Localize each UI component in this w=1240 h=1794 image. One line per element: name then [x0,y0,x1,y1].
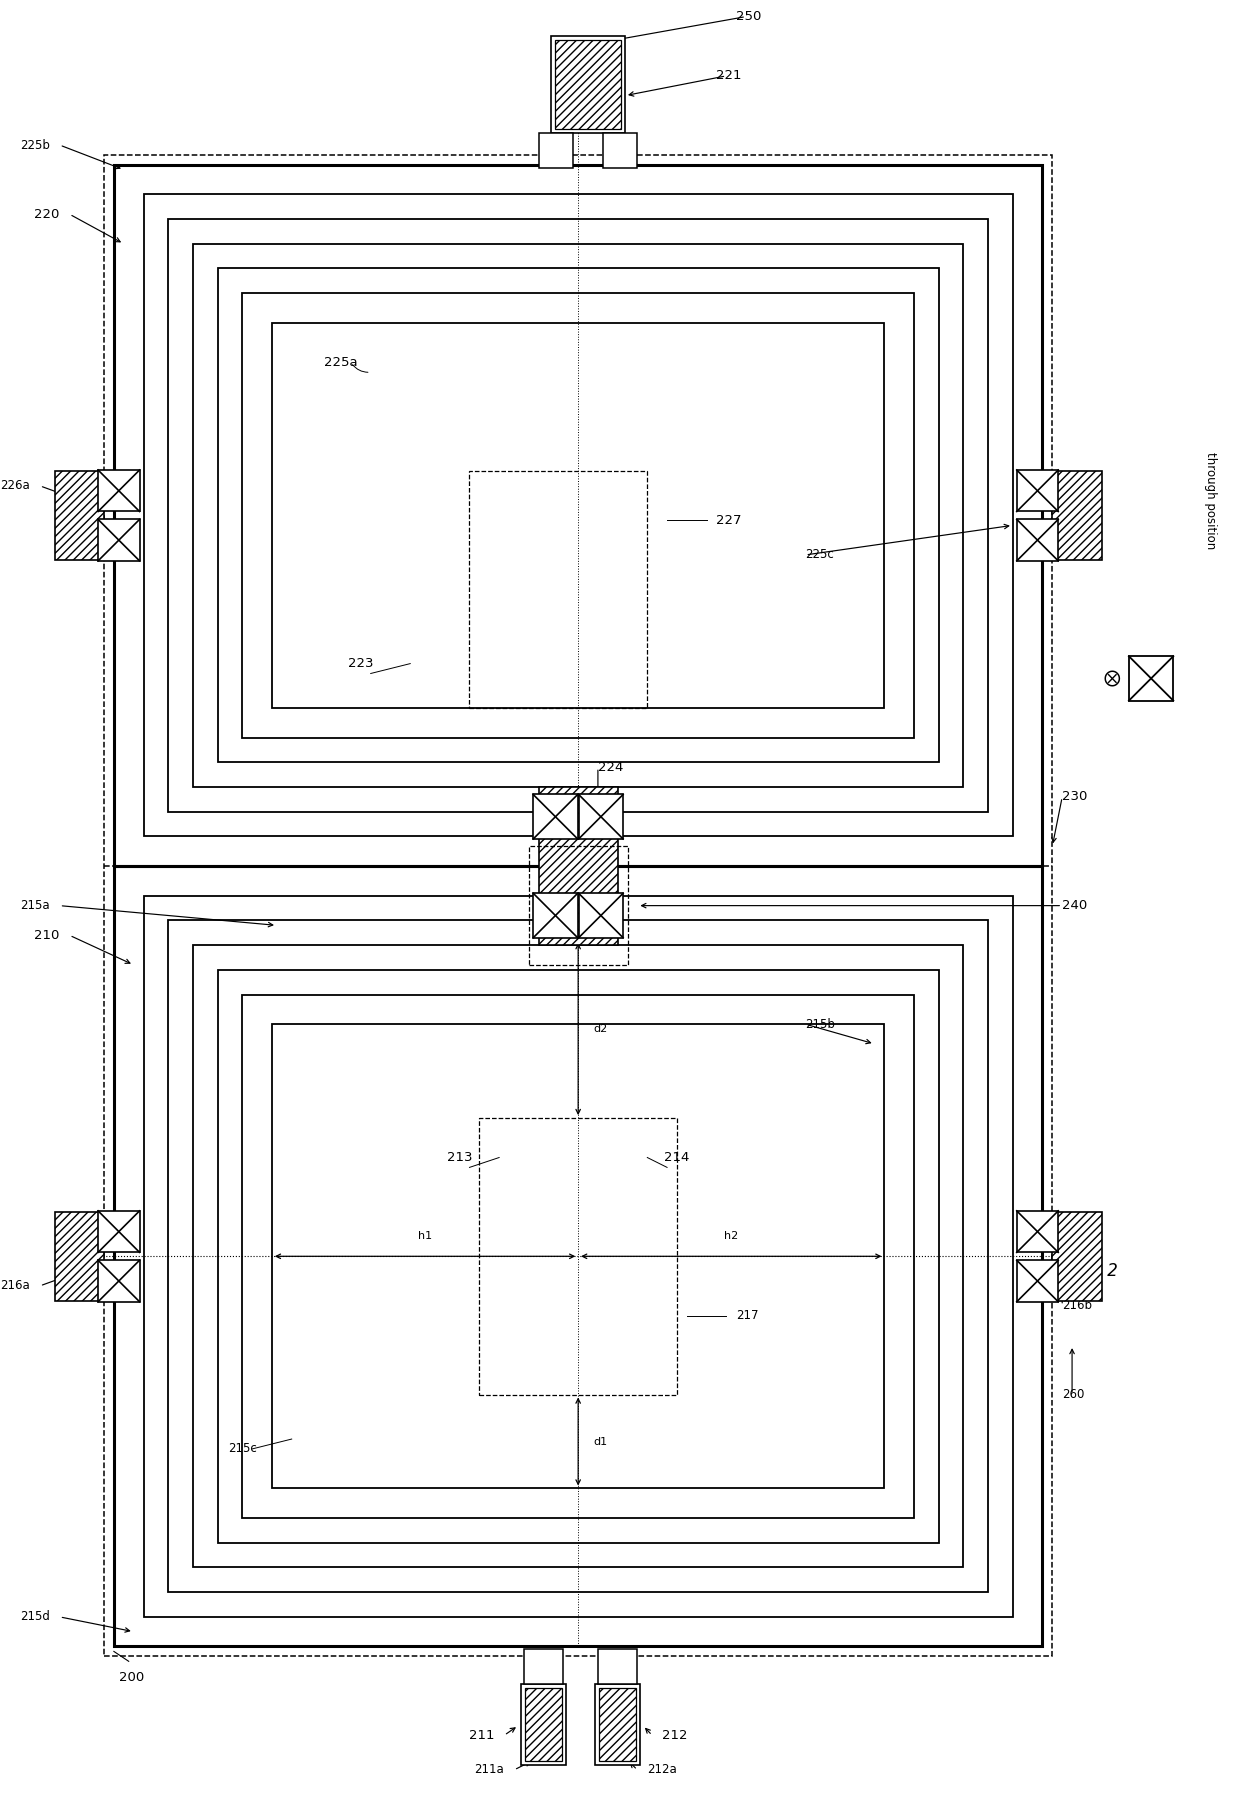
Bar [144,194,1013,836]
Text: 225c: 225c [805,549,835,562]
Bar [1017,1259,1058,1302]
Bar [193,244,963,788]
Bar [98,520,140,562]
Bar [1017,520,1058,562]
Bar [169,920,988,1591]
Bar [480,1118,677,1394]
Bar [169,219,988,811]
Bar [523,1649,563,1685]
Bar [1017,470,1058,511]
Text: 212: 212 [662,1729,688,1742]
Bar [521,1685,565,1765]
Bar [470,472,647,709]
Bar [242,292,914,737]
Bar [533,893,578,938]
Bar [599,1688,636,1762]
Text: 213: 213 [446,1152,472,1164]
Text: 215a: 215a [20,899,50,911]
Bar [526,1688,562,1762]
Text: 211a: 211a [475,1764,505,1776]
Text: 221: 221 [717,70,742,83]
Bar [104,154,1053,1656]
Bar [272,323,884,709]
Bar [55,1213,104,1301]
Text: 216a: 216a [0,1279,30,1292]
Bar [1053,472,1101,560]
Text: 225a: 225a [325,355,358,370]
Bar [556,39,621,129]
Bar [114,165,1043,867]
Text: 226a: 226a [0,479,30,492]
Bar [1053,1213,1101,1301]
Bar [217,971,939,1543]
Text: 200: 200 [119,1672,144,1685]
Bar [533,795,578,840]
Text: 260: 260 [1063,1389,1085,1401]
Bar [538,133,573,167]
Bar [242,994,914,1518]
Text: 216b: 216b [1063,1299,1092,1311]
Bar [98,470,140,511]
Text: 215d: 215d [20,1611,50,1624]
Text: through position: through position [1204,452,1216,549]
Text: 250: 250 [737,11,761,23]
Bar [1128,657,1173,701]
Text: 225b: 225b [20,138,50,151]
Bar [551,36,625,133]
Bar [603,133,637,167]
Text: 215b: 215b [805,1017,836,1032]
Bar [528,847,627,965]
Bar [98,1211,140,1252]
Bar [579,795,624,840]
Text: 226b: 226b [1063,490,1092,502]
Bar [1017,1211,1058,1252]
Text: 215c: 215c [228,1442,257,1455]
Text: 211: 211 [469,1729,495,1742]
Text: 212a: 212a [647,1764,677,1776]
Bar [55,472,104,560]
Text: 217: 217 [737,1310,759,1322]
Bar [114,867,1043,1647]
Text: 240: 240 [1063,899,1087,911]
Text: 210: 210 [35,929,60,942]
Bar [595,1685,640,1765]
Text: d2: d2 [593,1024,608,1033]
Bar [272,1024,884,1489]
Bar [193,945,963,1568]
Text: h2: h2 [724,1231,738,1241]
Text: Fig. 2: Fig. 2 [1073,1263,1118,1281]
Bar [579,893,624,938]
Text: 224: 224 [598,761,624,773]
Text: d1: d1 [593,1437,608,1446]
Text: 223: 223 [348,657,373,671]
Text: 227: 227 [717,513,742,527]
Bar [598,1649,637,1685]
Bar [538,788,618,945]
Text: 230: 230 [1063,791,1087,804]
Bar [98,1259,140,1302]
Bar [144,895,1013,1616]
Text: ⨂: ⨂ [1104,669,1120,687]
Text: h1: h1 [418,1231,432,1241]
Text: 220: 220 [35,208,60,221]
Text: 214: 214 [665,1152,689,1164]
Bar [217,269,939,762]
